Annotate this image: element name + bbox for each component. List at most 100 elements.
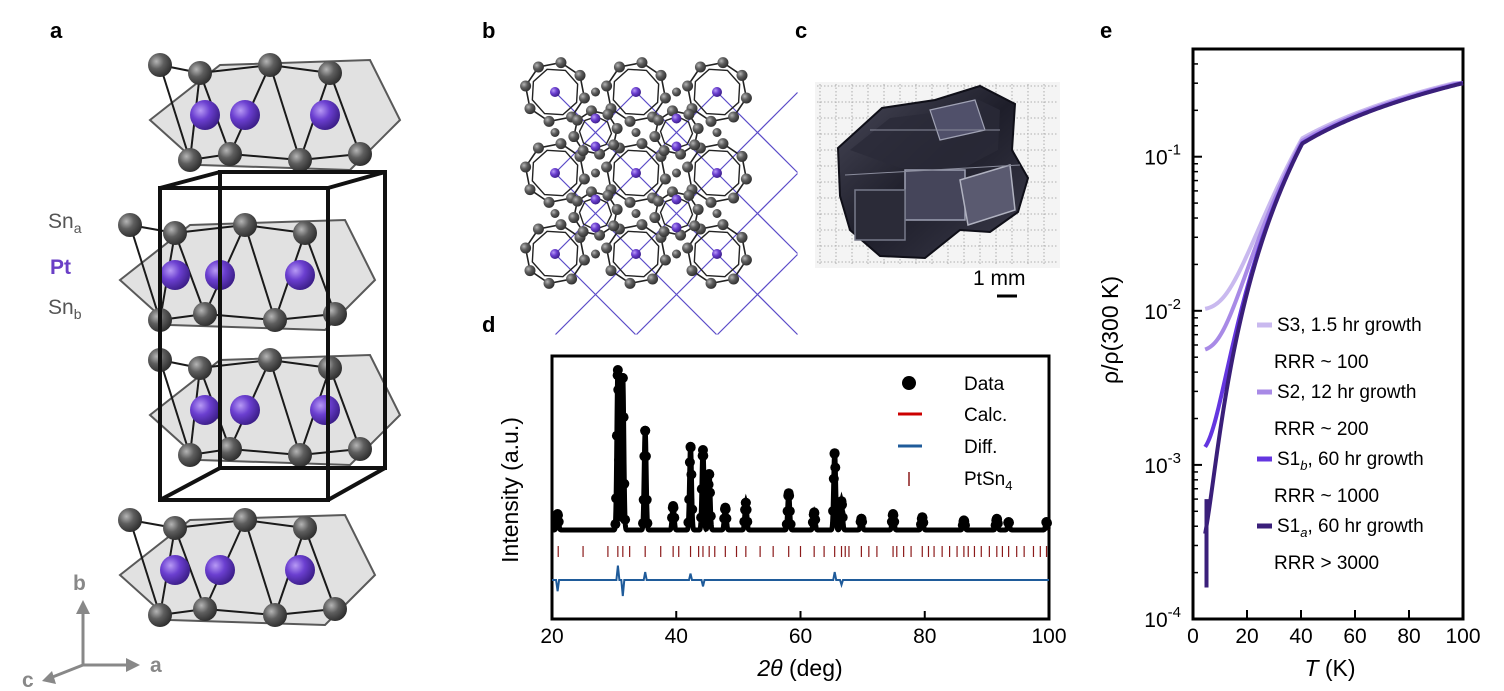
- pt-atom: [631, 87, 641, 97]
- xrd-data-point: [642, 518, 653, 529]
- resistivity-ytick-label: 10-1: [1144, 142, 1181, 170]
- crystal-structure-panel: [118, 53, 402, 627]
- sn-atom: [163, 221, 187, 245]
- pt-atom: [205, 555, 235, 585]
- bond: [129, 224, 161, 321]
- sn-atom: [652, 114, 664, 126]
- xrd-data-point: [684, 494, 695, 505]
- pt-atom: [550, 87, 560, 97]
- pt-atom: [285, 260, 315, 290]
- xrd-data-point: [611, 430, 622, 441]
- resistivity-xlabel: T (K): [1304, 655, 1355, 681]
- xrd-diff-line: [552, 565, 1049, 597]
- atom-label-sn-a: Sna: [48, 210, 82, 236]
- resistivity-xtick-label: 20: [1235, 625, 1258, 648]
- pt-atom: [590, 141, 601, 152]
- sn-atom: [602, 108, 614, 120]
- unit-cell-edge: [159, 466, 221, 502]
- sn-atom: [178, 443, 202, 467]
- bond: [329, 367, 361, 450]
- sn-atom: [193, 597, 217, 621]
- sn-atom: [318, 61, 342, 85]
- xrd-data-point: [697, 445, 708, 455]
- xrd-data-point: [740, 497, 751, 508]
- xrd-data-point: [830, 462, 841, 473]
- xrd-data-point: [888, 509, 899, 519]
- xrd-data-point: [611, 493, 622, 504]
- resistivity-xtick-label: 80: [1397, 625, 1420, 648]
- sn-ring-inner: [531, 68, 579, 116]
- xrd-data-point: [619, 478, 630, 489]
- sn-atom: [712, 209, 722, 218]
- pt-sn-bond: [717, 92, 798, 173]
- bond: [329, 72, 361, 155]
- resistivity-legend-label: S3, 1.5 hr growth: [1277, 315, 1422, 336]
- sn-atom: [323, 597, 347, 621]
- bond: [244, 224, 276, 321]
- xrd-data-point: [686, 469, 697, 480]
- sn-atom: [594, 148, 606, 160]
- sn-atom: [148, 603, 172, 627]
- pt-atom: [230, 395, 260, 425]
- sn-atom: [649, 212, 661, 224]
- sn-atom: [683, 189, 695, 201]
- sn-atom: [608, 139, 620, 151]
- sn-atom: [682, 80, 694, 92]
- pt-atom: [631, 249, 641, 259]
- bond: [269, 64, 301, 161]
- xrd-data-point: [641, 494, 652, 505]
- sn-atom: [740, 173, 752, 185]
- sn-ring-inner: [693, 149, 741, 197]
- sn-atom: [624, 115, 636, 127]
- sn-atom: [672, 249, 681, 259]
- sn-atom: [263, 308, 287, 332]
- sn-atom: [675, 148, 687, 160]
- pt-atom: [712, 87, 722, 97]
- sn-atom: [543, 196, 555, 208]
- sn-atom: [591, 87, 600, 97]
- sn-atom: [636, 219, 648, 231]
- sn-atom: [740, 92, 752, 104]
- resistivity-legend-rrr: RRR ~ 1000: [1274, 486, 1379, 507]
- xrd-data-point: [668, 501, 679, 511]
- xrd-data-point: [705, 511, 716, 522]
- xrd-data-point: [1003, 517, 1014, 527]
- xrd-data-point: [685, 441, 696, 452]
- sn-atom: [692, 122, 704, 134]
- structure-top-view: [520, 57, 798, 335]
- polyhedra-layer: [118, 508, 377, 627]
- sn-atom: [631, 128, 641, 137]
- sn-atom: [555, 138, 567, 150]
- sn-atom: [555, 219, 567, 231]
- sn-atom: [672, 168, 681, 178]
- xrd-data-point: [669, 512, 680, 523]
- unit-cell-edge: [327, 466, 386, 502]
- panel-label-b: b: [482, 18, 495, 43]
- sn-atom: [543, 115, 555, 127]
- bond: [174, 232, 206, 315]
- sn-atom: [636, 138, 648, 150]
- sn-atom: [577, 145, 589, 157]
- sn-atom: [666, 105, 678, 117]
- sn-atom: [233, 213, 257, 237]
- sn-atom: [624, 277, 636, 289]
- sn-atom: [543, 277, 555, 289]
- sn-atom: [736, 150, 748, 162]
- xrd-xtick-label: 40: [665, 625, 688, 648]
- sn-atom: [193, 302, 217, 326]
- sn-ring-inner: [693, 230, 741, 278]
- unit-cell: [158, 170, 387, 502]
- sn-atom: [601, 80, 613, 92]
- xrd-data-point: [1041, 517, 1052, 527]
- xrd-data-point: [783, 488, 794, 499]
- axis-label-a: a: [150, 654, 162, 677]
- xrd-data-point: [991, 513, 1002, 524]
- sn-atom: [571, 114, 583, 126]
- sn-atom: [694, 61, 706, 73]
- sn-ring-inner: [612, 230, 660, 278]
- xrd-data-point: [640, 451, 651, 462]
- legend-ptsn4-label: PtSn4: [964, 469, 1012, 493]
- sn-atom: [736, 231, 748, 243]
- unit-cell-edge: [327, 170, 386, 190]
- sn-atom: [601, 242, 613, 254]
